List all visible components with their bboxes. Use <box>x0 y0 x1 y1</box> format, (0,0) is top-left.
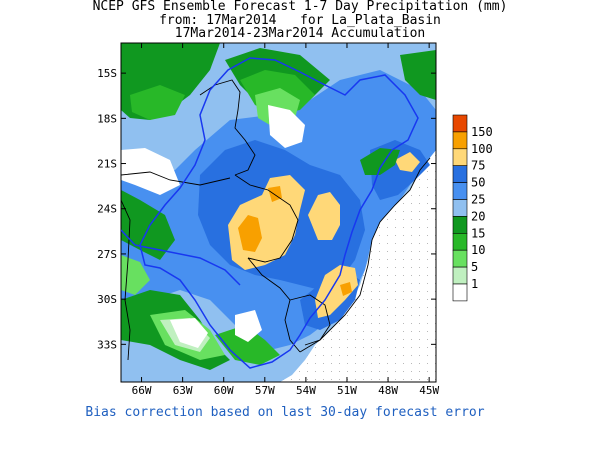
lon-label: 54W <box>296 384 316 397</box>
precip-5-west <box>121 255 150 295</box>
legend-swatch <box>452 216 468 234</box>
border-argentina-north <box>121 171 231 186</box>
dry-area-southwest <box>170 318 208 348</box>
lat-label: 18S <box>97 112 117 125</box>
lon-label: 63W <box>173 384 193 397</box>
precip-10-south <box>215 325 280 365</box>
lat-label: 30S <box>97 293 117 306</box>
precip-legend: 150 100 75 50 25 20 15 10 5 1 <box>452 114 493 302</box>
legend-swatch <box>452 131 468 150</box>
dry-area-west <box>121 148 180 195</box>
border-chile <box>121 199 131 361</box>
legend-swatch <box>452 148 468 167</box>
legend-label: 150 <box>471 125 493 139</box>
la-plata-basin-boundary <box>139 57 419 369</box>
precip-75-northeast <box>395 152 420 172</box>
latitude-labels: 15S 18S 21S 24S 27S 30S 33S <box>97 67 117 351</box>
lat-label: 21S <box>97 158 117 171</box>
dry-area-south <box>235 310 262 342</box>
map-frame <box>120 42 437 383</box>
map-subtitle-date: from: 17Mar2014 for La_Plata_Basin <box>159 13 441 28</box>
precip-75-south <box>315 265 358 318</box>
precip-10-northwest <box>130 85 185 120</box>
border-coast <box>299 157 431 353</box>
legend-swatch <box>452 114 468 133</box>
lon-label: 48W <box>378 384 398 397</box>
country-borders <box>121 79 431 361</box>
legend-swatch <box>452 182 468 200</box>
legend-label: 50 <box>471 176 485 190</box>
map-field <box>121 43 436 382</box>
lat-label: 24S <box>97 203 117 216</box>
dry-area-north <box>268 105 305 148</box>
precip-15-west <box>121 190 175 260</box>
lon-label: 45W <box>419 384 439 397</box>
legend-label: 10 <box>471 243 485 257</box>
legend-label: 5 <box>471 260 478 274</box>
legend-label: 20 <box>471 209 485 223</box>
bias-correction-note: Bias correction based on last 30-day for… <box>85 405 485 420</box>
lat-label: 27S <box>97 248 117 261</box>
legend-swatch <box>452 233 468 251</box>
legend-label: 25 <box>471 193 485 207</box>
axis-ticks <box>121 43 436 382</box>
lon-label: 60W <box>214 384 234 397</box>
border-bolivia-brazil <box>199 79 256 176</box>
lat-label: 33S <box>97 338 117 351</box>
map-title: NCEP GFS Ensemble Forecast 1-7 Day Preci… <box>92 0 508 14</box>
lon-label: 51W <box>337 384 357 397</box>
precip-100-region-2 <box>268 186 282 202</box>
legend-swatch <box>452 266 468 285</box>
legend-swatch <box>452 283 468 302</box>
legend-swatch <box>452 199 468 217</box>
lon-label: 66W <box>132 384 152 397</box>
precip-100-region <box>238 215 262 252</box>
longitude-labels: 66W 63W 60W 57W 54W 51W 48W 45W <box>132 384 440 397</box>
lat-label: 15S <box>97 67 117 80</box>
precip-15-east <box>400 50 436 100</box>
legend-swatch <box>452 249 468 268</box>
map-subtitle-accumulation: 17Mar2014-23Mar2014 Accumulation <box>174 26 426 41</box>
precip-75-east <box>308 192 340 240</box>
legend-swatch <box>452 165 468 183</box>
legend-label: 75 <box>471 159 485 173</box>
legend-label: 100 <box>471 142 493 156</box>
lon-label: 57W <box>255 384 275 397</box>
inner-basin-line <box>121 229 241 286</box>
border-paraguay <box>234 174 299 263</box>
border-uruguay <box>289 294 331 346</box>
precip-100-region-3 <box>340 282 352 296</box>
legend-label: 1 <box>471 277 478 291</box>
legend-label: 15 <box>471 226 485 240</box>
precip-15-coast <box>360 148 400 175</box>
